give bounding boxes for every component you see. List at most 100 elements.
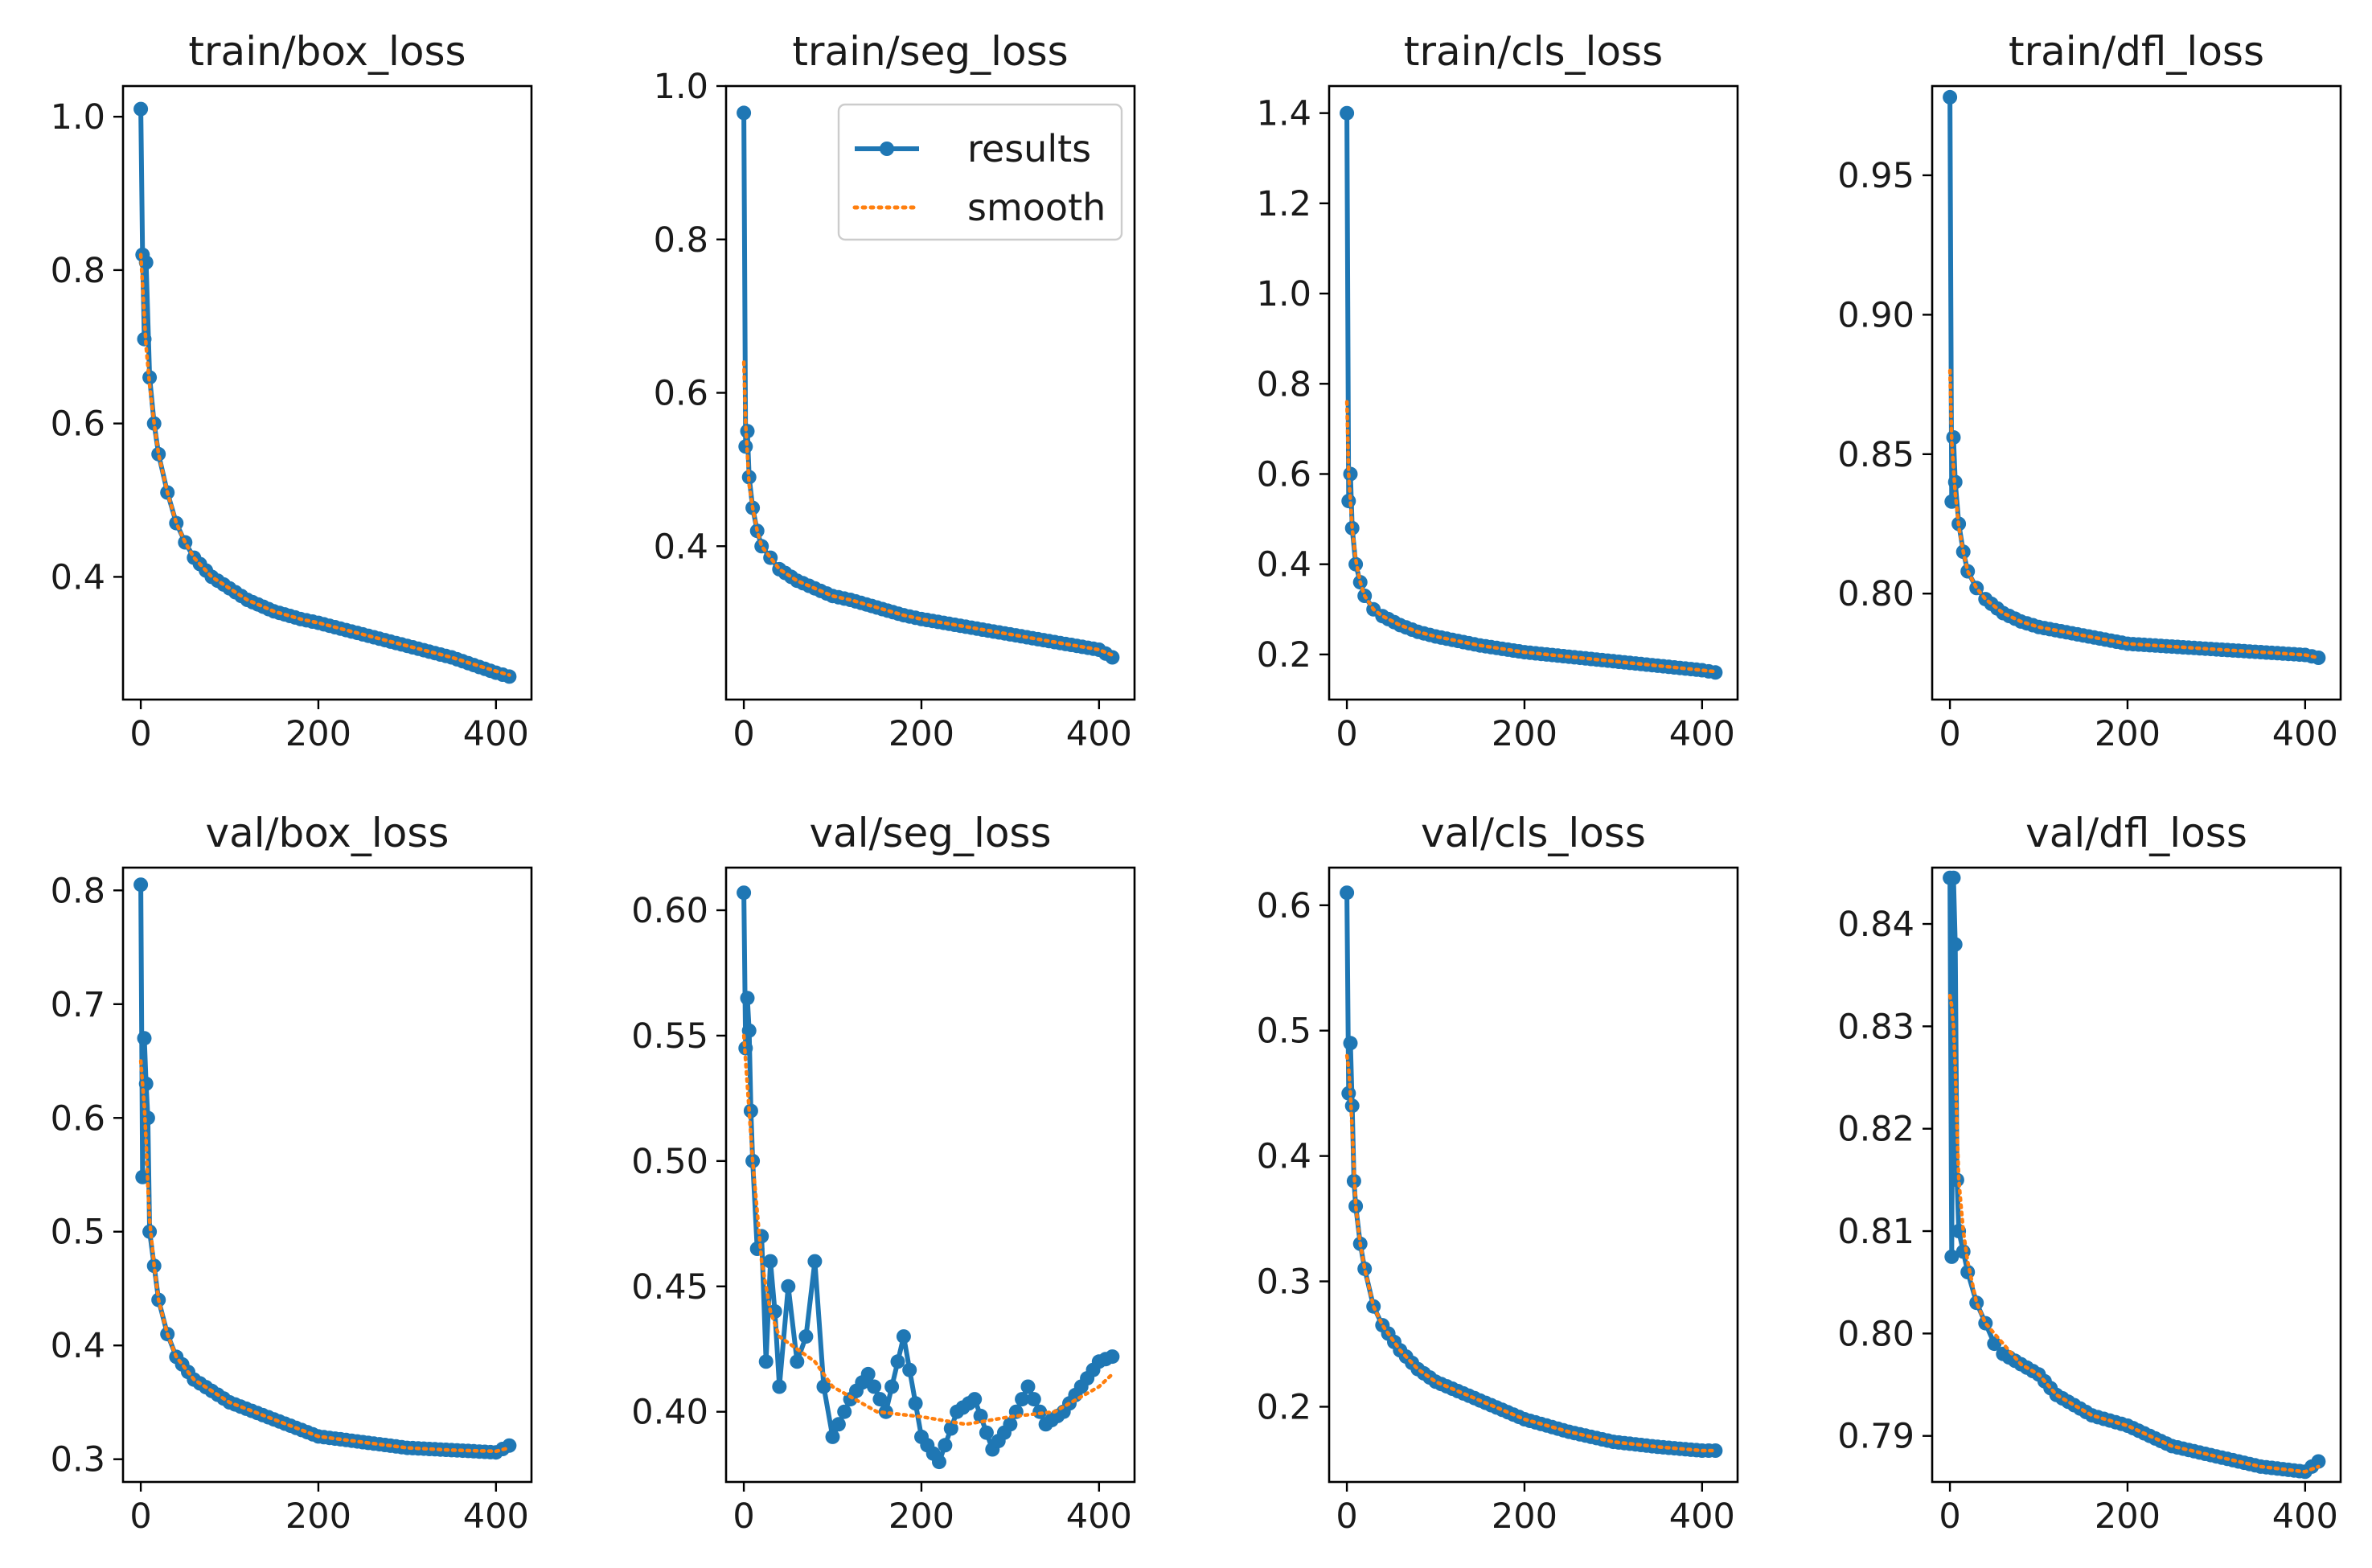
series-line-smooth <box>138 1059 511 1454</box>
series-line-smooth <box>138 252 511 677</box>
y-tick-label: 0.6 <box>1257 454 1311 495</box>
plot-area <box>1943 870 2326 1480</box>
y-tick-label: 0.4 <box>1257 1137 1311 1177</box>
data-point <box>151 446 166 462</box>
data-point <box>741 1023 757 1038</box>
data-point <box>1340 105 1355 121</box>
data-point <box>867 1379 882 1394</box>
axes-frame <box>121 84 533 701</box>
data-point <box>1949 1172 1964 1188</box>
y-tick-label: 0.8 <box>1257 364 1311 404</box>
y-tick-label: 0.82 <box>1837 1110 1914 1150</box>
series-line-smooth <box>1947 368 2321 660</box>
y-tick-label: 0.2 <box>1257 1387 1311 1427</box>
y-tick-label: 0.45 <box>631 1267 708 1307</box>
data-point <box>737 885 752 901</box>
data-point <box>738 1041 753 1056</box>
x-tick-label: 400 <box>463 1496 529 1537</box>
data-point <box>754 1229 769 1244</box>
chart-title: train/cls_loss <box>1404 28 1663 75</box>
chart-panel-6: val/cls_loss 0 200 400 0.2 0.3 0.4 0.5 0.6 <box>1257 810 1739 1537</box>
data-point <box>896 1329 911 1344</box>
chart-title: val/box_loss <box>206 810 449 856</box>
plot-area <box>1340 105 1723 680</box>
x-tick-label: 400 <box>463 714 529 754</box>
plot-area <box>1340 885 1723 1458</box>
data-point <box>1947 937 1963 952</box>
chart-title: train/box_loss <box>188 28 466 75</box>
chart-title: train/dfl_loss <box>2009 28 2264 75</box>
chart-panel-7: val/dfl_loss 0 200 400 0.79 0.80 0.81 0.82 0.83 0… <box>1837 810 2342 1537</box>
data-point <box>902 1362 917 1377</box>
x-tick-label: 0 <box>1336 1496 1357 1537</box>
series-line-smooth <box>741 1033 1114 1426</box>
data-point <box>1944 494 1960 509</box>
x-tick-label: 0 <box>129 1496 151 1537</box>
y-tick-label: 1.0 <box>51 97 105 138</box>
chart-panel-2: train/cls_loss 0 200 400 0.2 0.4 0.6 0.8 1.0 1.2 1… <box>1257 28 1739 754</box>
legend-label-results: results <box>967 127 1091 170</box>
x-tick-label: 200 <box>1492 714 1557 754</box>
data-point <box>908 1396 923 1411</box>
x-tick-label: 200 <box>1492 1496 1557 1537</box>
chart-panel-4: val/box_loss 0 200 400 0.3 0.4 0.5 0.6 0.7 0.8 <box>51 810 533 1537</box>
data-point <box>943 1421 958 1436</box>
chart-panel-1: train/seg_loss 0 200 400 0.4 0.6 0.8 1.0 results… <box>654 28 1136 754</box>
axes-frame <box>1931 84 2342 701</box>
plot-area <box>1943 89 2326 665</box>
series-line-results <box>1344 893 1716 1453</box>
data-point <box>1340 885 1355 901</box>
plot-area <box>737 105 1120 665</box>
x-tick-label: 0 <box>733 1496 754 1537</box>
y-tick-label: 1.2 <box>1257 184 1311 224</box>
data-point <box>1026 1392 1041 1407</box>
series-line-results <box>741 893 1114 1465</box>
chart-title: val/seg_loss <box>809 810 1051 856</box>
data-point <box>1946 430 1961 445</box>
data-point <box>1987 1336 2002 1352</box>
x-tick-label: 200 <box>285 1496 351 1537</box>
x-tick-label: 400 <box>1066 714 1132 754</box>
data-point <box>1015 1392 1030 1407</box>
data-point <box>350 1434 365 1449</box>
data-point <box>740 424 755 439</box>
data-point <box>1085 641 1101 656</box>
chart-panel-3: train/dfl_loss 0 200 400 0.80 0.85 0.90 0.95 <box>1837 28 2342 754</box>
axes-frame <box>1328 84 1739 701</box>
y-tick-label: 0.95 <box>1837 156 1914 196</box>
chart-panel-0: train/box_loss 0 200 400 0.4 0.6 0.8 1.0 <box>51 28 533 754</box>
data-point <box>135 1169 150 1184</box>
data-point <box>816 1379 831 1394</box>
x-tick-label: 0 <box>1939 714 1960 754</box>
legend-box <box>837 103 1123 241</box>
series-line-results <box>1947 96 2320 660</box>
data-point <box>133 101 149 117</box>
data-point <box>137 1031 152 1046</box>
y-tick-label: 0.79 <box>1837 1417 1914 1457</box>
chart-title: val/dfl_loss <box>2025 810 2247 856</box>
y-tick-label: 0.80 <box>1837 574 1914 614</box>
y-tick-label: 1.4 <box>1257 94 1311 134</box>
data-point <box>872 1392 888 1407</box>
y-tick-label: 0.85 <box>1837 435 1914 475</box>
data-point <box>133 877 149 893</box>
data-point <box>997 1425 1012 1440</box>
data-point <box>925 1446 941 1461</box>
x-tick-label: 0 <box>129 714 151 754</box>
y-tick-label: 0.7 <box>51 985 105 1025</box>
data-point <box>855 1375 870 1390</box>
data-point <box>758 1354 774 1369</box>
y-tick-label: 0.83 <box>1837 1007 1914 1047</box>
y-tick-label: 0.50 <box>631 1142 708 1182</box>
data-point <box>1969 1295 1984 1311</box>
data-point <box>2115 635 2130 651</box>
x-tick-label: 200 <box>2095 714 2161 754</box>
y-tick-label: 1.0 <box>654 67 708 107</box>
plot-area <box>737 885 1120 1470</box>
data-point <box>837 591 852 606</box>
y-tick-label: 0.55 <box>631 1016 708 1057</box>
data-point <box>2304 1459 2320 1474</box>
legend: results smooth <box>837 103 1123 241</box>
data-point <box>738 439 753 454</box>
plot-area <box>133 101 517 684</box>
